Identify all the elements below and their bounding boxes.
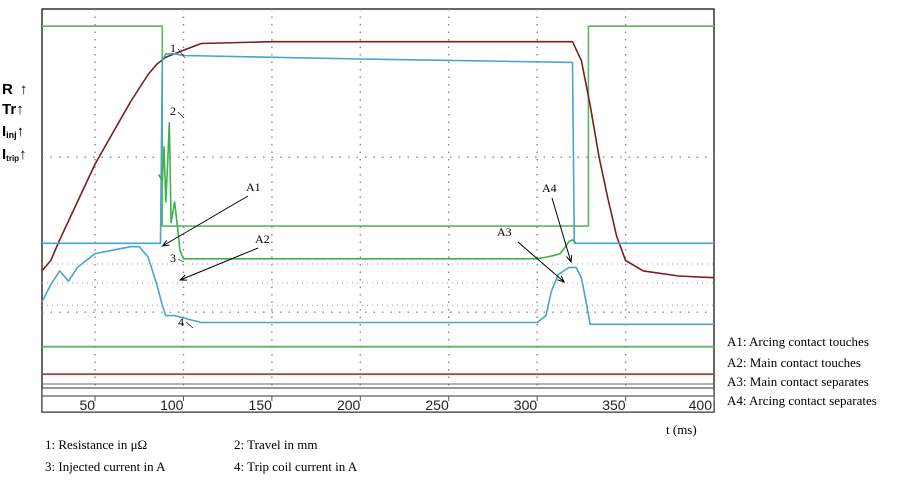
trace-number-2: 2 (170, 104, 176, 118)
x-tick-label-7: 350 (602, 397, 626, 413)
annotation-legend-a3: A3: Main contact separates (727, 374, 869, 389)
annotation-callouts (161, 48, 573, 329)
series-line-injected (42, 53, 714, 245)
y-axis-symbols: R ↑ Tr↑ Iinj↑ Itrip↑ (2, 81, 28, 163)
callout-a1-head (161, 240, 170, 247)
trace-legend-2: 2: Travel in mm (234, 437, 317, 452)
callout-a4-head (566, 254, 573, 264)
x-tick-label-8: 400 (689, 397, 713, 413)
x-tick-label-4: 200 (337, 397, 361, 413)
y-symbol-injected: Iinj↑ (2, 123, 24, 140)
annotation-legend-a2: A2: Main contact touches (727, 355, 861, 370)
trace-legend: 1: Resistance in μΩ 2: Travel in mm 3: I… (45, 437, 358, 474)
x-tick-label-1: 50 (79, 397, 95, 413)
x-tick-label-6: 300 (514, 397, 538, 413)
series-line-resistance (42, 25, 714, 227)
callout-a1 (162, 195, 249, 247)
trace-legend-4: 4: Trip coil current in A (234, 459, 358, 474)
trace-number-1: 1 (170, 41, 176, 55)
trace-number-tick-4 (185, 321, 194, 329)
annotation-label-a4: A4 (542, 181, 557, 195)
x-axis-band (41, 387, 715, 413)
callout-a3-head (557, 275, 566, 283)
x-tick-label-3: 150 (249, 397, 273, 413)
annotation-label-a2: A2 (255, 232, 270, 246)
callout-a4 (551, 197, 572, 263)
x-axis-label: t (ms) (666, 422, 697, 437)
trace-number-3: 3 (170, 251, 176, 265)
x-tick-label-5: 250 (425, 397, 449, 413)
y-symbol-travel: Tr↑ (2, 101, 24, 118)
annotation-legend-a1: A1: Arcing contact touches (727, 334, 869, 349)
series-group (41, 25, 715, 376)
series-line-travel (41, 40, 715, 279)
y-symbol-resistance: R ↑ (2, 81, 28, 98)
callout-a2 (179, 247, 259, 281)
y-symbol-trip: Itrip↑ (2, 146, 27, 163)
annotation-label-a3: A3 (497, 225, 512, 239)
series-line-trip-coil (41, 245, 714, 326)
annotation-label-a1: A1 (246, 180, 261, 194)
trace-number-tick-3 (177, 258, 185, 263)
x-tick-label-2: 100 (160, 397, 184, 413)
callout-a3 (517, 241, 565, 283)
annotation-legend: A1: Arcing contact touches A2: Main cont… (727, 334, 877, 408)
trace-number-tick-1 (177, 48, 186, 59)
callout-a2-head (178, 274, 188, 281)
annotation-legend-a4: A4: Arcing contact separates (727, 393, 877, 408)
x-axis-ticks: 50 100 150 200 250 300 350 400 (79, 396, 715, 413)
plot-frame (41, 8, 715, 413)
trace-legend-3: 3: Injected current in A (45, 459, 166, 474)
trace-number-tick-2 (177, 111, 185, 119)
trace-number-4: 4 (178, 315, 184, 329)
trace-legend-1: 1: Resistance in μΩ (45, 437, 147, 452)
series-line-injected-arc (157, 121, 577, 260)
